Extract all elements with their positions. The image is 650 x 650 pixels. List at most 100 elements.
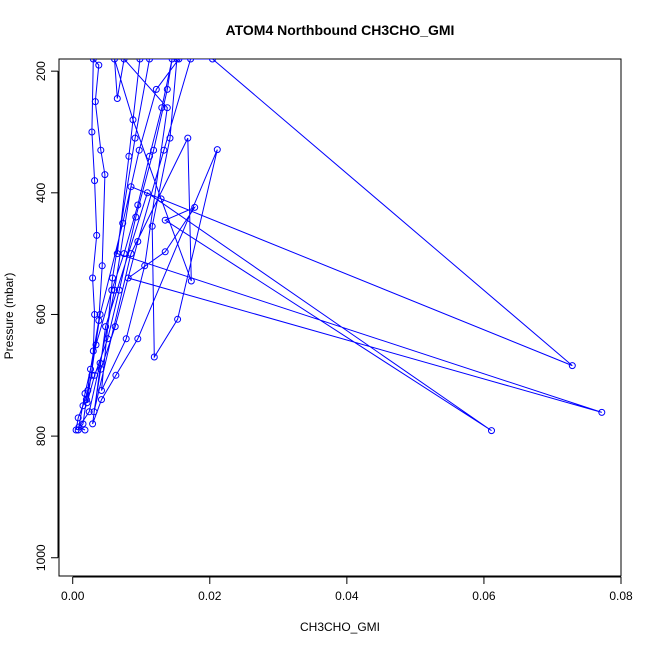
plot-frame [58,58,622,577]
data-point [75,423,83,431]
data-point [91,371,99,379]
data-point [173,59,181,63]
data-point [89,347,97,355]
data-point [83,399,91,407]
data-point [209,59,216,63]
data-point [88,128,96,136]
data-point [96,311,104,318]
data-point [98,396,105,404]
data-point [134,201,142,209]
series-line [75,59,602,432]
data-point [89,59,97,63]
data-point [568,362,576,370]
data-point [132,213,140,221]
data-point [174,315,182,323]
data-point [136,59,144,63]
data-point [187,277,195,285]
data-point [87,365,94,373]
x-tick-label: 0.00 [61,589,85,603]
data-point [113,95,121,102]
data-point [102,323,110,331]
data-point [141,262,149,270]
x-axis-label: CH3CHO_GMI [300,620,380,634]
data-point [104,335,112,343]
data-point [134,238,142,245]
y-tick-label: 400 [34,182,48,202]
data-point [148,222,156,230]
data-point [89,420,97,428]
x-tick-label: 0.08 [609,589,633,603]
y-axis-label: Pressure (mbar) [2,273,16,360]
data-point [124,274,132,282]
data-point [111,59,118,63]
data-point [175,59,183,63]
chart-title: ATOM4 Northbound CH3CHO_GMI [226,22,455,38]
data-point [98,387,105,394]
data-point [93,231,101,239]
y-axis: 200 400 600 800 1000 [34,61,59,571]
data-point [168,59,176,63]
data-point [113,250,121,258]
data-point [81,426,89,434]
data-point [187,59,195,63]
data-point [115,286,123,294]
data-point [74,414,82,422]
data-point [157,195,165,203]
y-tick-label: 200 [34,61,48,81]
data-point [166,134,174,142]
data-point [146,59,153,63]
data-point [161,216,169,224]
data-point [91,177,99,185]
x-tick-label: 0.06 [472,589,496,603]
data-point [150,146,158,154]
data-point [213,146,221,154]
data-point [120,250,128,258]
data-point [150,353,158,361]
data-point [598,408,606,416]
y-tick-label: 800 [34,426,48,446]
data-point [160,146,168,154]
data-point [146,152,153,160]
data-point [163,104,171,112]
data-point [89,274,97,282]
data-point [152,85,160,93]
data-point [143,189,151,197]
data-point [109,274,116,282]
data-point [119,219,127,227]
data-point [134,335,142,343]
data-point [112,371,120,379]
data-point [85,408,93,416]
data-point [129,116,137,124]
data-point [81,390,89,397]
data-series [72,59,606,435]
data-point [127,183,135,191]
data-point [111,323,119,331]
data-point [191,203,199,211]
y-tick-label: 600 [34,304,48,324]
data-point [74,426,82,434]
data-point [92,341,100,349]
data-point [98,262,106,270]
data-point [163,85,171,93]
data-point [97,146,105,154]
x-tick-label: 0.04 [335,589,359,603]
data-point [131,134,139,142]
data-point [96,359,104,367]
data-point [125,152,133,160]
data-point [111,286,118,294]
data-point [108,286,116,294]
y-tick-label: 1000 [34,544,48,571]
x-tick-label: 0.02 [198,589,222,603]
data-point [184,134,192,142]
data-point [161,248,169,256]
data-point [135,146,143,154]
data-point [122,335,130,343]
data-point [120,59,128,63]
data-point [90,408,98,416]
data-point [91,98,99,106]
data-point [488,427,495,435]
x-axis: 0.00 0.02 0.04 0.06 0.08 [61,576,633,603]
data-point [95,61,103,69]
